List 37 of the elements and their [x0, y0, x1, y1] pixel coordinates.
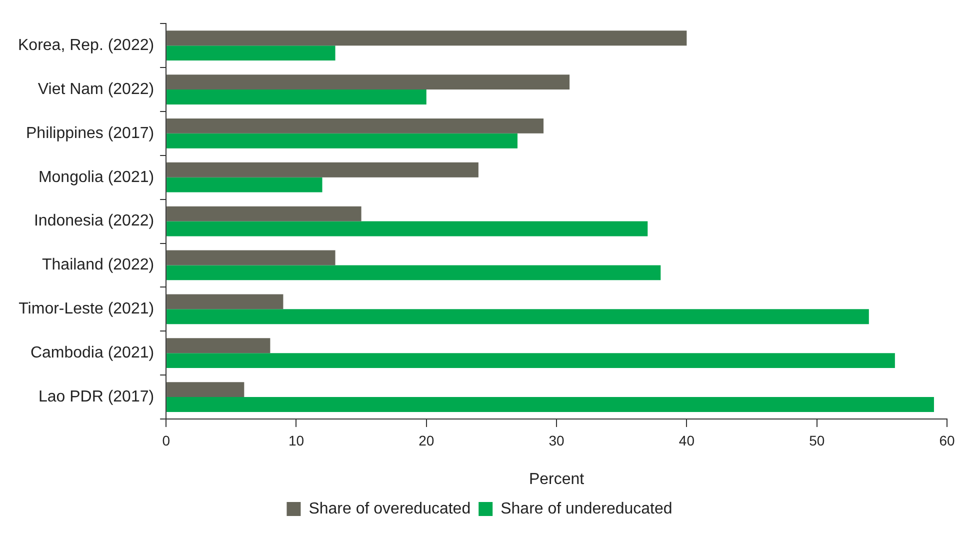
bar	[166, 206, 362, 222]
bar	[166, 74, 570, 90]
bar	[166, 338, 270, 354]
x-tick-label: 40	[678, 432, 695, 448]
bar	[166, 46, 336, 61]
y-tick-label: Thailand (2022)	[42, 256, 154, 274]
bar	[166, 118, 544, 134]
y-tick-label: Mongolia (2021)	[38, 168, 154, 186]
legend-label: Share of undereducated	[500, 500, 672, 518]
y-tick-label: Cambodia (2021)	[30, 344, 154, 362]
x-tick-label: 60	[939, 432, 955, 448]
bar	[166, 90, 426, 104]
legend-label: Share of overeducated	[308, 500, 471, 518]
bar	[166, 353, 895, 368]
bar	[166, 250, 336, 266]
y-tick-label: Indonesia (2022)	[34, 212, 154, 230]
x-tick-label: 50	[809, 432, 825, 448]
bar	[166, 221, 648, 236]
y-tick-label: Lao PDR (2017)	[38, 388, 154, 406]
bar	[166, 133, 518, 148]
bar	[166, 265, 661, 280]
x-tick-label: 10	[288, 432, 304, 448]
bar	[166, 294, 284, 310]
y-tick-label: Timor-Leste (2021)	[18, 300, 154, 318]
x-tick-label: 30	[548, 432, 565, 448]
bar	[166, 177, 322, 192]
y-tick-label: Korea, Rep. (2022)	[18, 36, 154, 54]
bar	[166, 309, 869, 324]
bar	[166, 397, 934, 412]
x-tick-label: 0	[162, 432, 170, 448]
x-axis-title: Percent	[528, 470, 585, 488]
x-tick-label: 20	[418, 432, 434, 448]
y-tick-label: Viet Nam (2022)	[38, 80, 154, 98]
bar	[166, 382, 244, 398]
y-tick-label: Philippines (2017)	[26, 124, 154, 142]
bar	[166, 30, 687, 46]
bar	[166, 162, 478, 178]
